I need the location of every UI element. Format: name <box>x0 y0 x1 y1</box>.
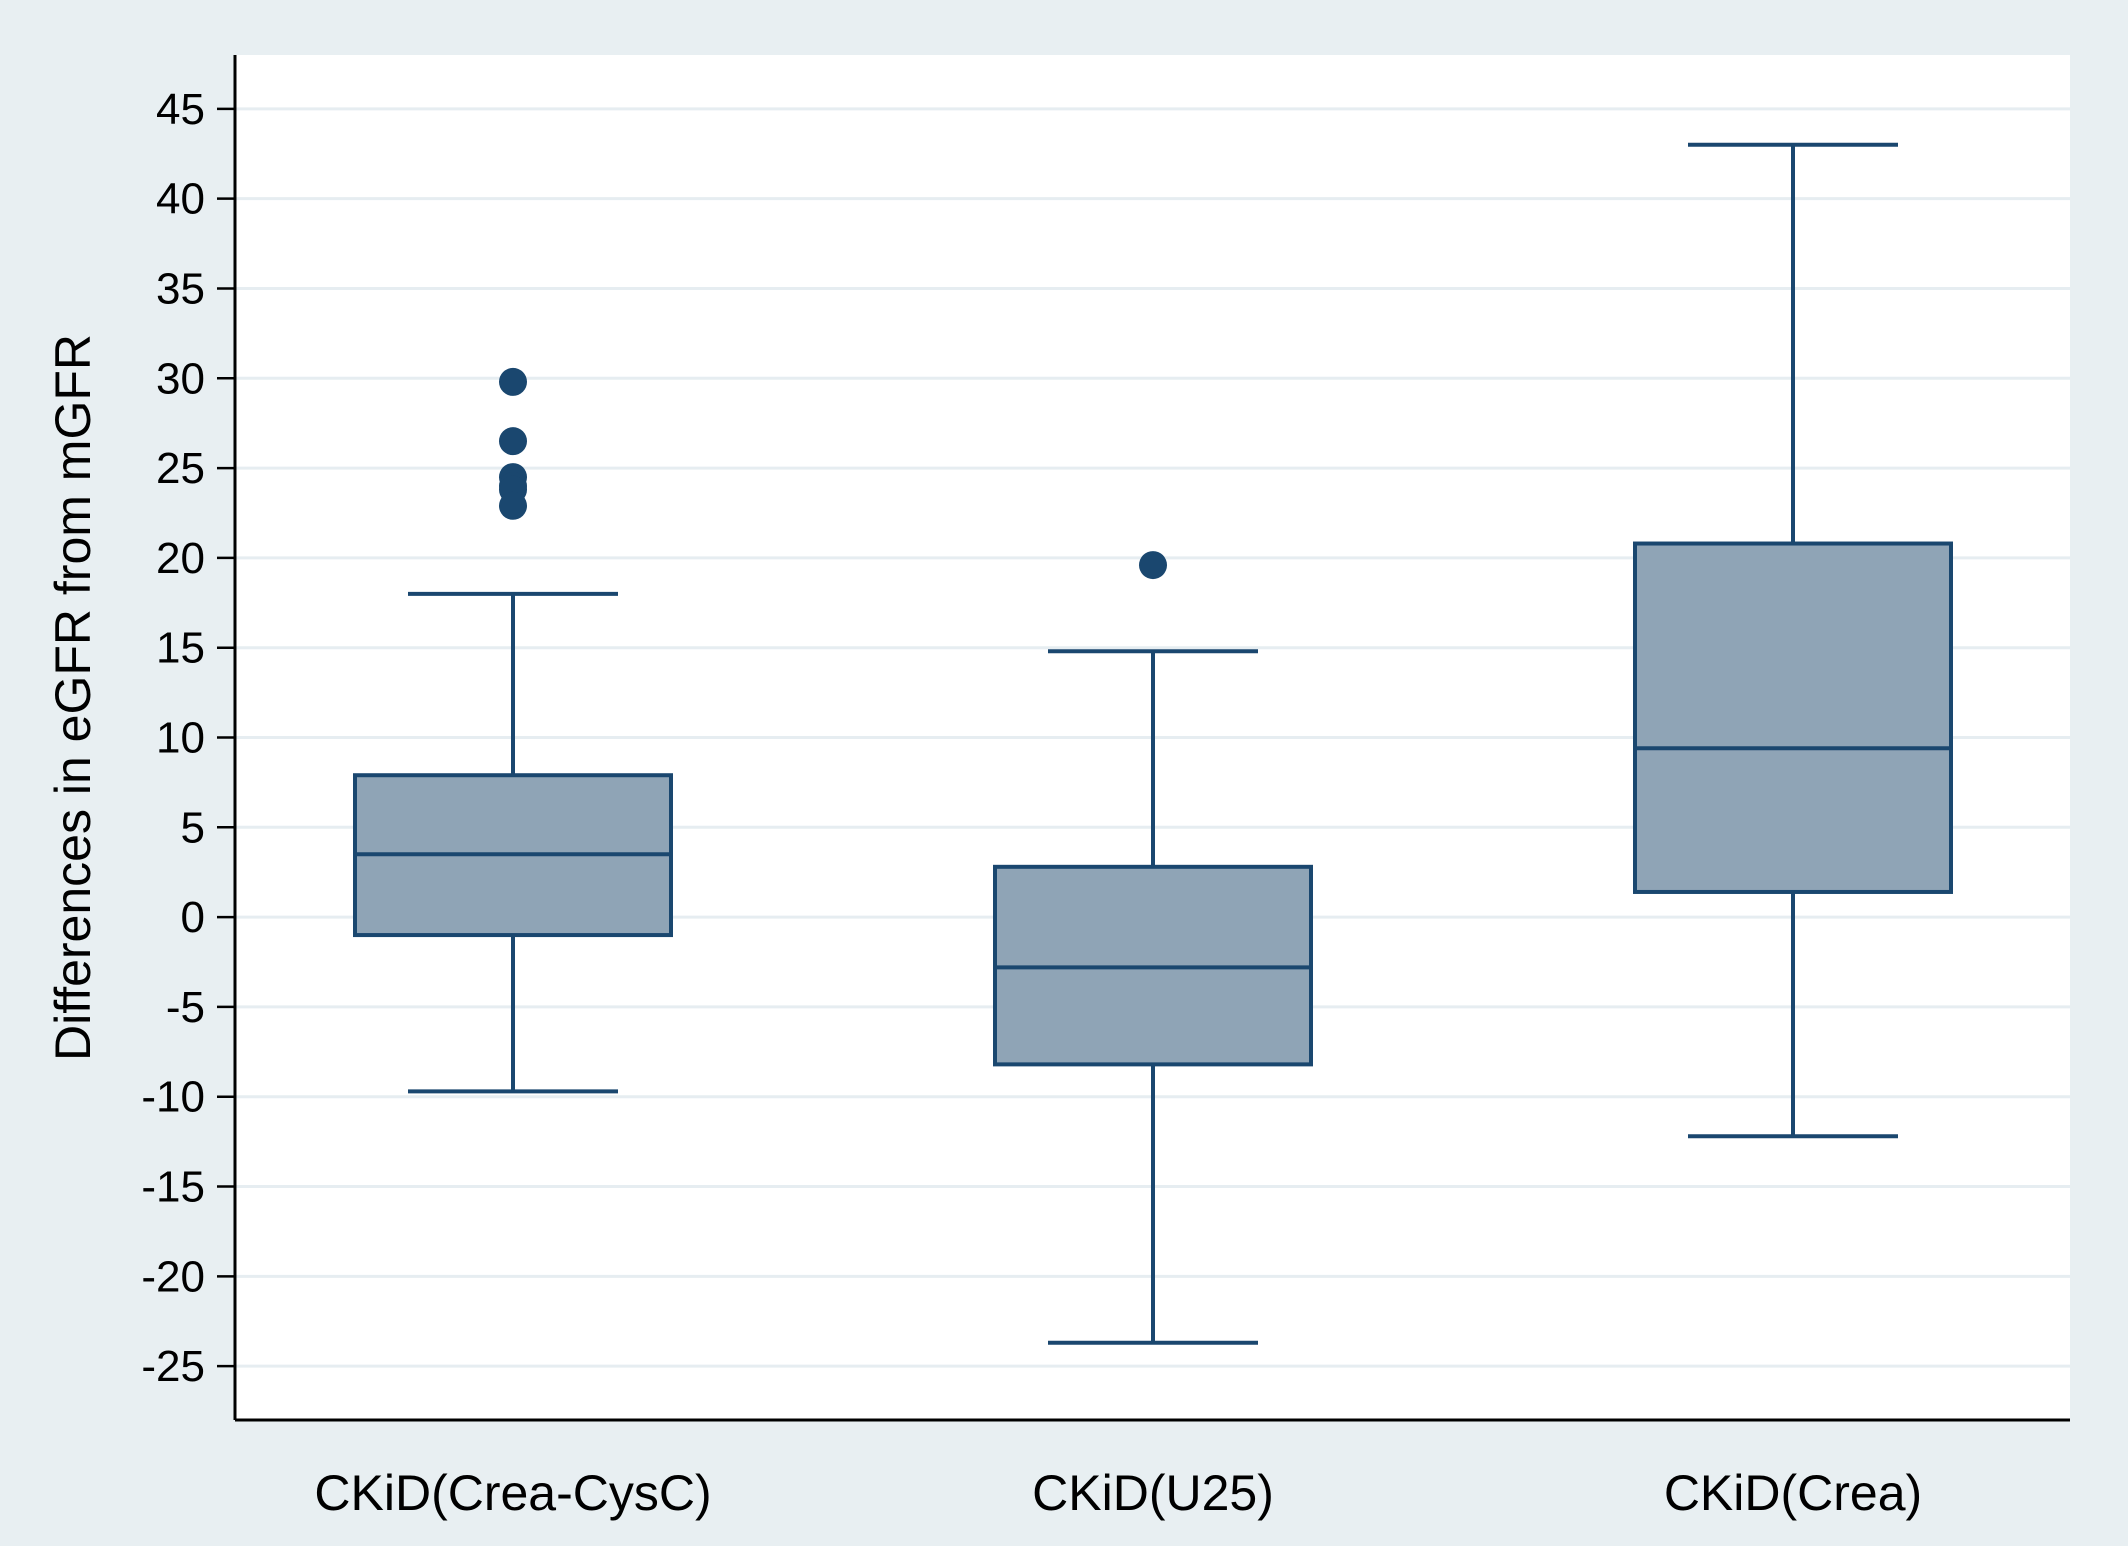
box-group <box>993 551 1313 1345</box>
y-axis-title: Differences in eGFR from mGFR <box>45 334 101 1061</box>
y-tick-label: 0 <box>181 893 205 942</box>
x-category-label: CKiD(Crea) <box>1664 1465 1922 1521</box>
y-tick-label: 45 <box>156 85 205 134</box>
y-tick-label: 5 <box>181 803 205 852</box>
y-tick-label: 10 <box>156 714 205 763</box>
x-category-label: CKiD(Crea-CysC) <box>314 1465 711 1521</box>
y-tick-label: -5 <box>166 983 205 1032</box>
outlier-point <box>499 491 527 520</box>
boxes <box>353 142 1953 1345</box>
y-tick-label: -15 <box>141 1163 205 1212</box>
axes <box>217 55 2070 1422</box>
y-tick-label: 40 <box>156 175 205 224</box>
iqr-box <box>1633 541 1953 894</box>
y-tick-label: 15 <box>156 624 205 673</box>
x-category-label: CKiD(U25) <box>1032 1465 1274 1521</box>
y-tick-label: -10 <box>141 1073 205 1122</box>
labels: 45 40 35 30 25 20 15 10 5 0 -5 -10 -15 -20 -25 CKiD(Cre… <box>141 85 1922 1521</box>
y-tick-label: -20 <box>141 1252 205 1301</box>
y-tick-label: -25 <box>141 1342 205 1391</box>
y-tick-label: 35 <box>156 264 205 313</box>
outlier-point <box>499 427 527 456</box>
y-tick-label: 25 <box>156 444 205 493</box>
box-group <box>353 367 673 1094</box>
box-group <box>1633 142 1953 1139</box>
y-tick-label: 20 <box>156 534 205 583</box>
outlier-point <box>499 367 527 396</box>
y-tick-label: 30 <box>156 354 205 403</box>
outlier-point <box>1139 551 1167 580</box>
